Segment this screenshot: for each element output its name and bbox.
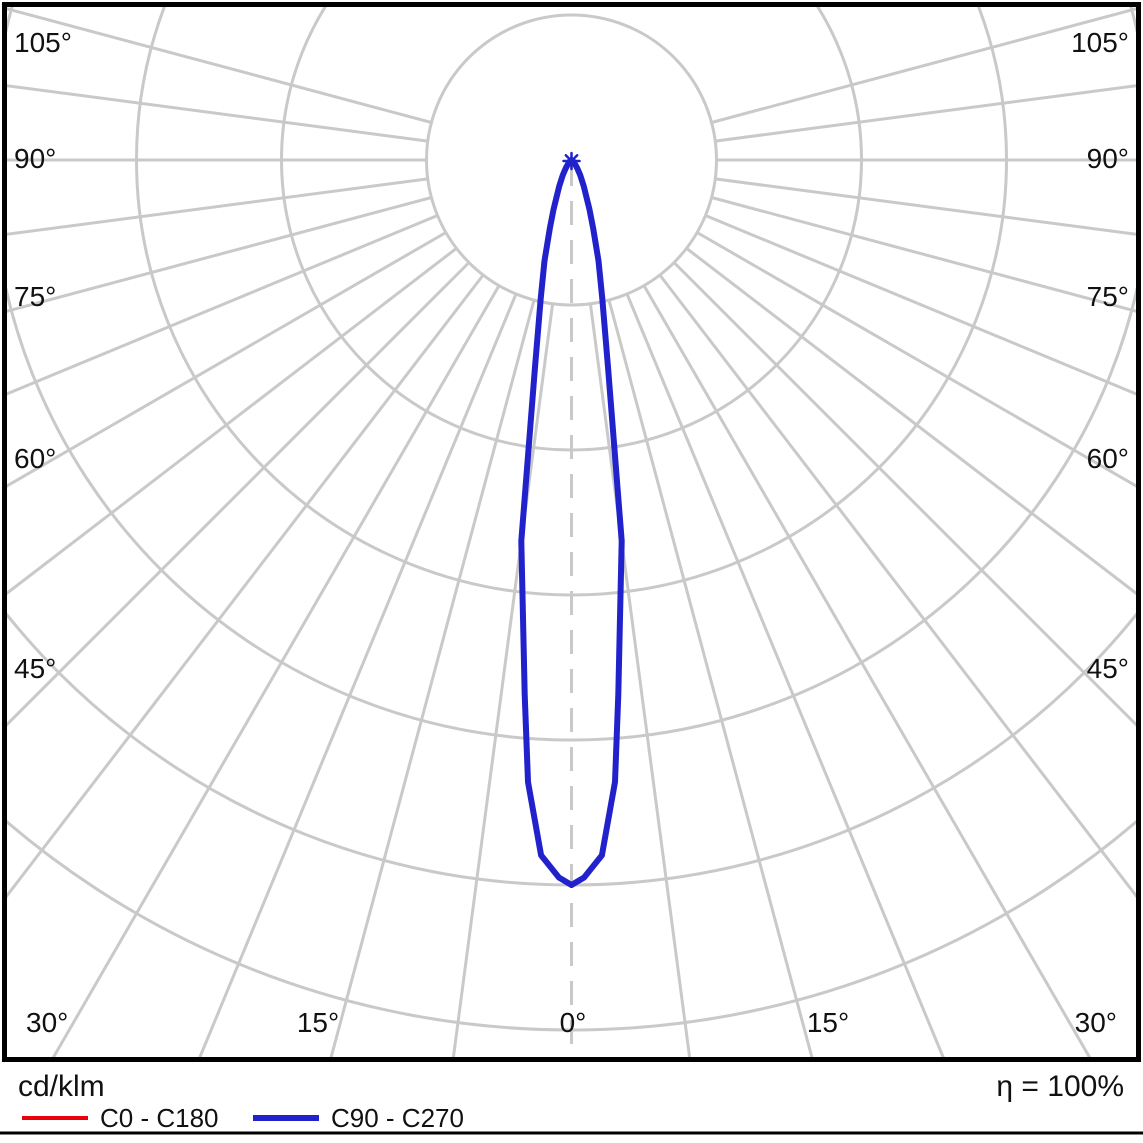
gamma-label-right-45: 45°	[1087, 653, 1129, 684]
gamma-label-bottom-15-left: 15°	[297, 1007, 339, 1038]
legend-label-c0: C0 - C180	[100, 1103, 219, 1133]
gamma-label-right-105: 105°	[1071, 27, 1129, 58]
gamma-label-left-60: 60°	[14, 443, 56, 474]
efficiency-label: η = 100%	[996, 1070, 1124, 1103]
gamma-label-left-75: 75°	[14, 281, 56, 312]
gamma-label-left-105: 105°	[14, 27, 72, 58]
gamma-label-left-30: 30°	[26, 1007, 68, 1038]
gamma-label-left-45: 45°	[14, 653, 56, 684]
curve-c90-c270	[518, 157, 625, 888]
gamma-label-bottom-0: 0°	[560, 1007, 587, 1038]
legend-item-c0: C0 - C180	[22, 1103, 219, 1133]
gamma-label-right-30: 30°	[1075, 1007, 1117, 1038]
unit-label: cd/klm	[18, 1070, 105, 1103]
chart-border	[2, 2, 1141, 1062]
gamma-label-right-90: 90°	[1087, 143, 1129, 174]
beam-origin-marker	[562, 151, 581, 171]
legend-label-c90: C90 - C270	[331, 1103, 464, 1133]
legend-item-c90: C90 - C270	[253, 1103, 464, 1133]
gamma-label-left-90: 90°	[14, 143, 56, 174]
gamma-label-right-75: 75°	[1087, 281, 1129, 312]
gamma-label-right-60: 60°	[1087, 443, 1129, 474]
gamma-label-bottom-15-right: 15°	[807, 1007, 849, 1038]
